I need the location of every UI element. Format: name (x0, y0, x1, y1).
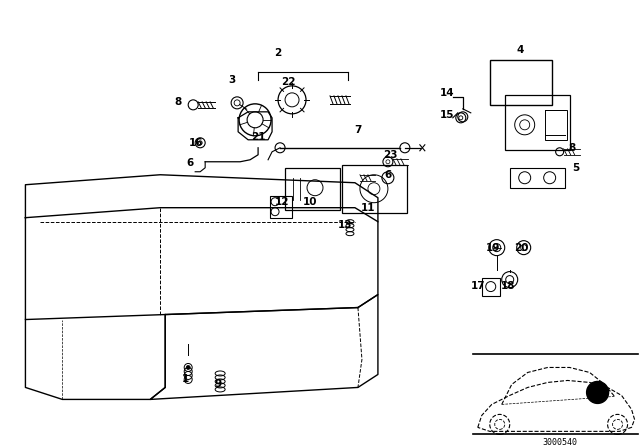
Text: 8: 8 (568, 143, 575, 153)
Text: 11: 11 (361, 202, 375, 213)
Text: 13: 13 (338, 220, 352, 230)
Circle shape (186, 366, 190, 370)
Bar (342, 165, 407, 213)
Bar (545, 110, 566, 140)
FancyArrowPatch shape (239, 104, 247, 109)
Text: 18: 18 (500, 280, 515, 291)
Text: 8: 8 (175, 97, 182, 107)
Text: 3000540: 3000540 (542, 438, 577, 447)
Text: 6: 6 (384, 170, 392, 180)
Bar (270, 196, 292, 218)
Text: 2: 2 (275, 48, 282, 58)
Text: 23: 23 (383, 150, 397, 160)
Circle shape (587, 381, 609, 403)
Bar (285, 168, 340, 210)
Bar (482, 278, 500, 296)
Text: 9: 9 (214, 379, 221, 389)
Bar (505, 95, 570, 150)
Text: 16: 16 (189, 138, 204, 148)
Text: 4: 4 (516, 45, 524, 55)
Text: 22: 22 (281, 77, 295, 87)
Text: 3: 3 (228, 75, 236, 85)
Bar (490, 60, 552, 105)
Text: 14: 14 (440, 88, 454, 98)
Text: 1: 1 (182, 375, 189, 384)
Text: 12: 12 (275, 197, 289, 207)
Text: 6: 6 (187, 158, 194, 168)
Text: 7: 7 (355, 125, 362, 135)
Text: 10: 10 (303, 197, 317, 207)
Bar (509, 168, 564, 188)
Text: 21: 21 (251, 132, 266, 142)
Text: 17: 17 (470, 280, 485, 291)
Text: 20: 20 (515, 243, 529, 253)
Text: 5: 5 (572, 163, 579, 173)
Text: 19: 19 (486, 243, 500, 253)
Text: 15: 15 (440, 110, 454, 120)
